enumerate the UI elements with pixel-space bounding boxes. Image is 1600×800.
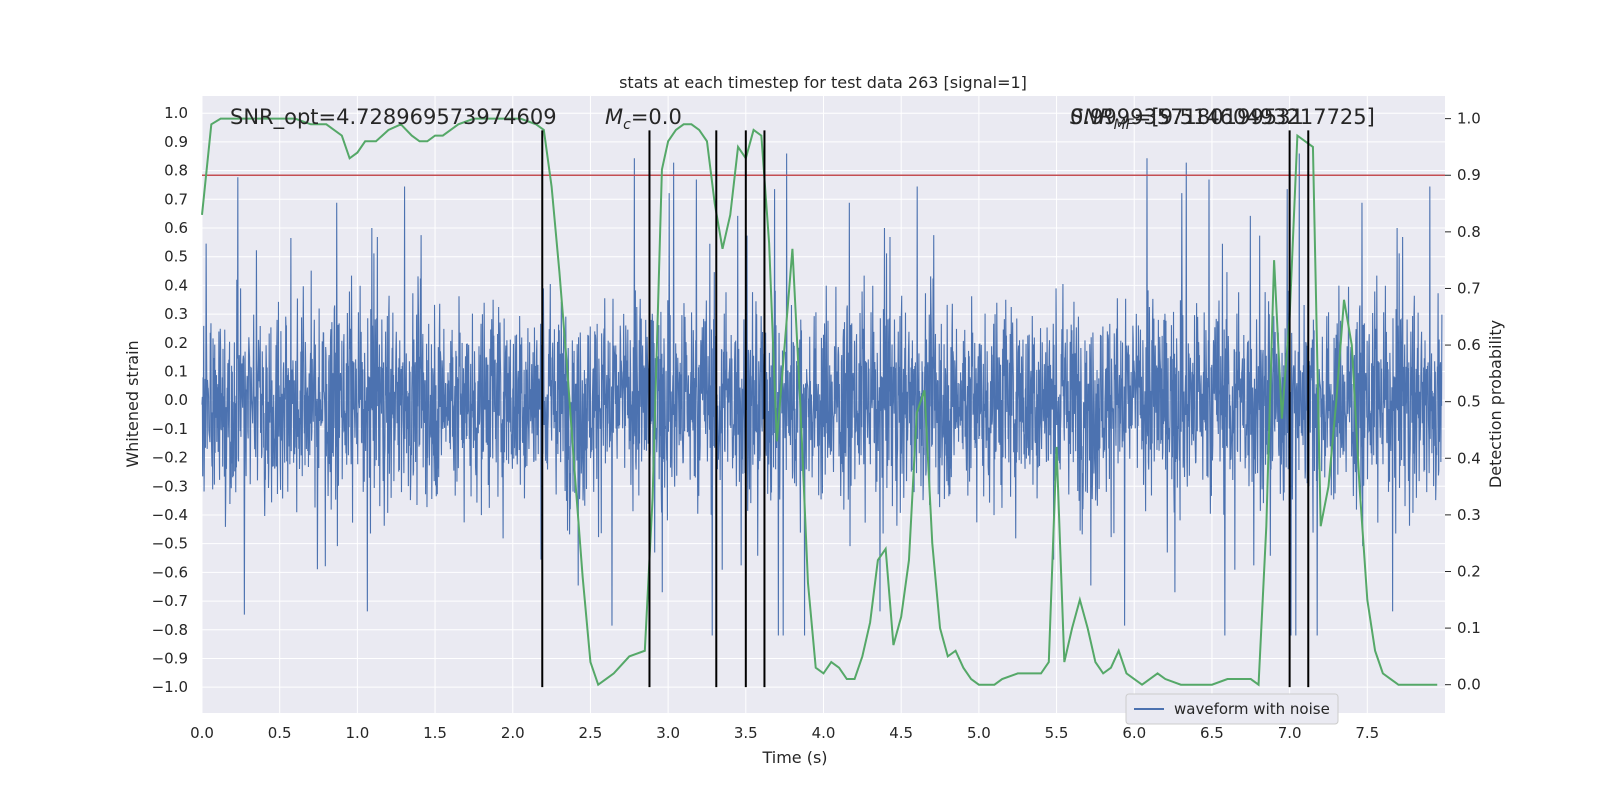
y-left-tick-label: −0.3: [152, 477, 188, 495]
x-tick-label: 7.5: [1355, 724, 1379, 742]
x-tick-label: 4.5: [889, 724, 913, 742]
y-right-axis-label: Detection probability: [1486, 320, 1505, 488]
snr-mf-overlap-annotation: 0.9999357180199531: [1070, 105, 1304, 129]
chart-title: stats at each timestep for test data 263…: [619, 73, 1027, 92]
mc-annotation: Mc=0.0: [605, 105, 682, 133]
y-left-tick-label: −0.8: [152, 621, 188, 639]
mc-annotation-value: =0.0: [631, 105, 682, 129]
y-right-tick-label: 0.6: [1457, 336, 1481, 354]
x-tick-label: 7.0: [1278, 724, 1302, 742]
y-left-tick-label: −0.4: [152, 506, 188, 524]
y-left-tick-label: 0.9: [164, 133, 188, 151]
y-left-tick-label: 0.2: [164, 334, 188, 352]
x-tick-label: 0.0: [190, 724, 214, 742]
x-tick-label: 1.0: [345, 724, 369, 742]
x-axis-label: Time (s): [761, 748, 827, 767]
legend: waveform with noise: [1125, 693, 1339, 725]
waveform-with-noise-series: [201, 153, 1443, 636]
x-tick-label: 1.5: [423, 724, 447, 742]
y-right-tick-label: 0.1: [1457, 619, 1481, 637]
y-right-tick-label: 0.5: [1457, 393, 1481, 411]
x-tick-label: 5.0: [967, 724, 991, 742]
legend-label-waveform: waveform with noise: [1174, 700, 1330, 718]
y-right-tick-label: 0.7: [1457, 279, 1481, 297]
y-left-tick-label: −0.9: [152, 649, 188, 667]
x-tick-label: 4.0: [812, 724, 836, 742]
y-left-tick-label: 0.1: [164, 362, 188, 380]
y-left-tick-label: 0.3: [164, 305, 188, 323]
x-tick-label: 3.0: [656, 724, 680, 742]
y-left-tick-label: −0.7: [152, 592, 188, 610]
x-tick-label: 0.5: [268, 724, 292, 742]
y-left-tick-label: −0.2: [152, 449, 188, 467]
y-left-tick-label: 0.4: [164, 276, 188, 294]
detection-probability-line: [201, 117, 1438, 687]
y-right-axis-ticks: 1.0 0.9 0.8 0.7 0.6 0.5 0.4 0.3 0.2 0.1 0.0: [1445, 110, 1481, 694]
x-tick-label: 5.5: [1045, 724, 1069, 742]
y-left-tick-label: −0.1: [152, 420, 188, 438]
y-left-tick-label: 0.0: [164, 391, 188, 409]
y-right-tick-label: 0.0: [1457, 676, 1481, 694]
detection-probability-series: [201, 117, 1438, 687]
y-left-tick-label: 0.7: [164, 190, 188, 208]
y-left-tick-label: −0.5: [152, 535, 188, 553]
x-tick-label: 2.0: [501, 724, 525, 742]
x-axis-ticks: 0.0 0.5 1.0 1.5 2.0 2.5 3.0 3.5 4.0 4.5 5.0 5.5 6.0 6…: [190, 724, 1379, 742]
y-right-tick-label: 0.8: [1457, 223, 1481, 241]
y-left-tick-label: 1.0: [164, 104, 188, 122]
y-right-tick-label: 0.2: [1457, 562, 1481, 580]
x-tick-label: 2.5: [579, 724, 603, 742]
x-tick-label: 6.5: [1200, 724, 1224, 742]
y-left-tick-label: −1.0: [152, 678, 188, 696]
legend-box: [1125, 693, 1339, 725]
y-left-axis-ticks: 1.0 0.9 0.8 0.7 0.6 0.5 0.4 0.3 0.2 0.1 0.0 −0.1 −0.…: [152, 104, 188, 696]
snr-opt-annotation: SNR_opt=4.728969573974609: [230, 105, 557, 130]
y-left-tick-label: 0.6: [164, 219, 188, 237]
y-left-axis-label: Whitened strain: [123, 340, 142, 467]
x-tick-label: 6.0: [1122, 724, 1146, 742]
event-lines: [541, 130, 1310, 688]
y-right-tick-label: 0.4: [1457, 449, 1481, 467]
y-right-tick-label: 0.3: [1457, 506, 1481, 524]
snr-mf-annotation-value: =[9.51460493217725]: [1134, 105, 1375, 129]
y-left-tick-label: −0.6: [152, 563, 188, 581]
y-right-tick-label: 0.9: [1457, 166, 1481, 184]
waveform-line: [201, 153, 1443, 636]
snr-mf-annotation: SNRMF=[9.51460493217725]: [1070, 105, 1375, 133]
x-tick-label: 3.5: [734, 724, 758, 742]
y-right-tick-label: 1.0: [1457, 110, 1481, 128]
y-left-tick-label: 0.5: [164, 248, 188, 266]
y-left-tick-label: 0.8: [164, 162, 188, 180]
